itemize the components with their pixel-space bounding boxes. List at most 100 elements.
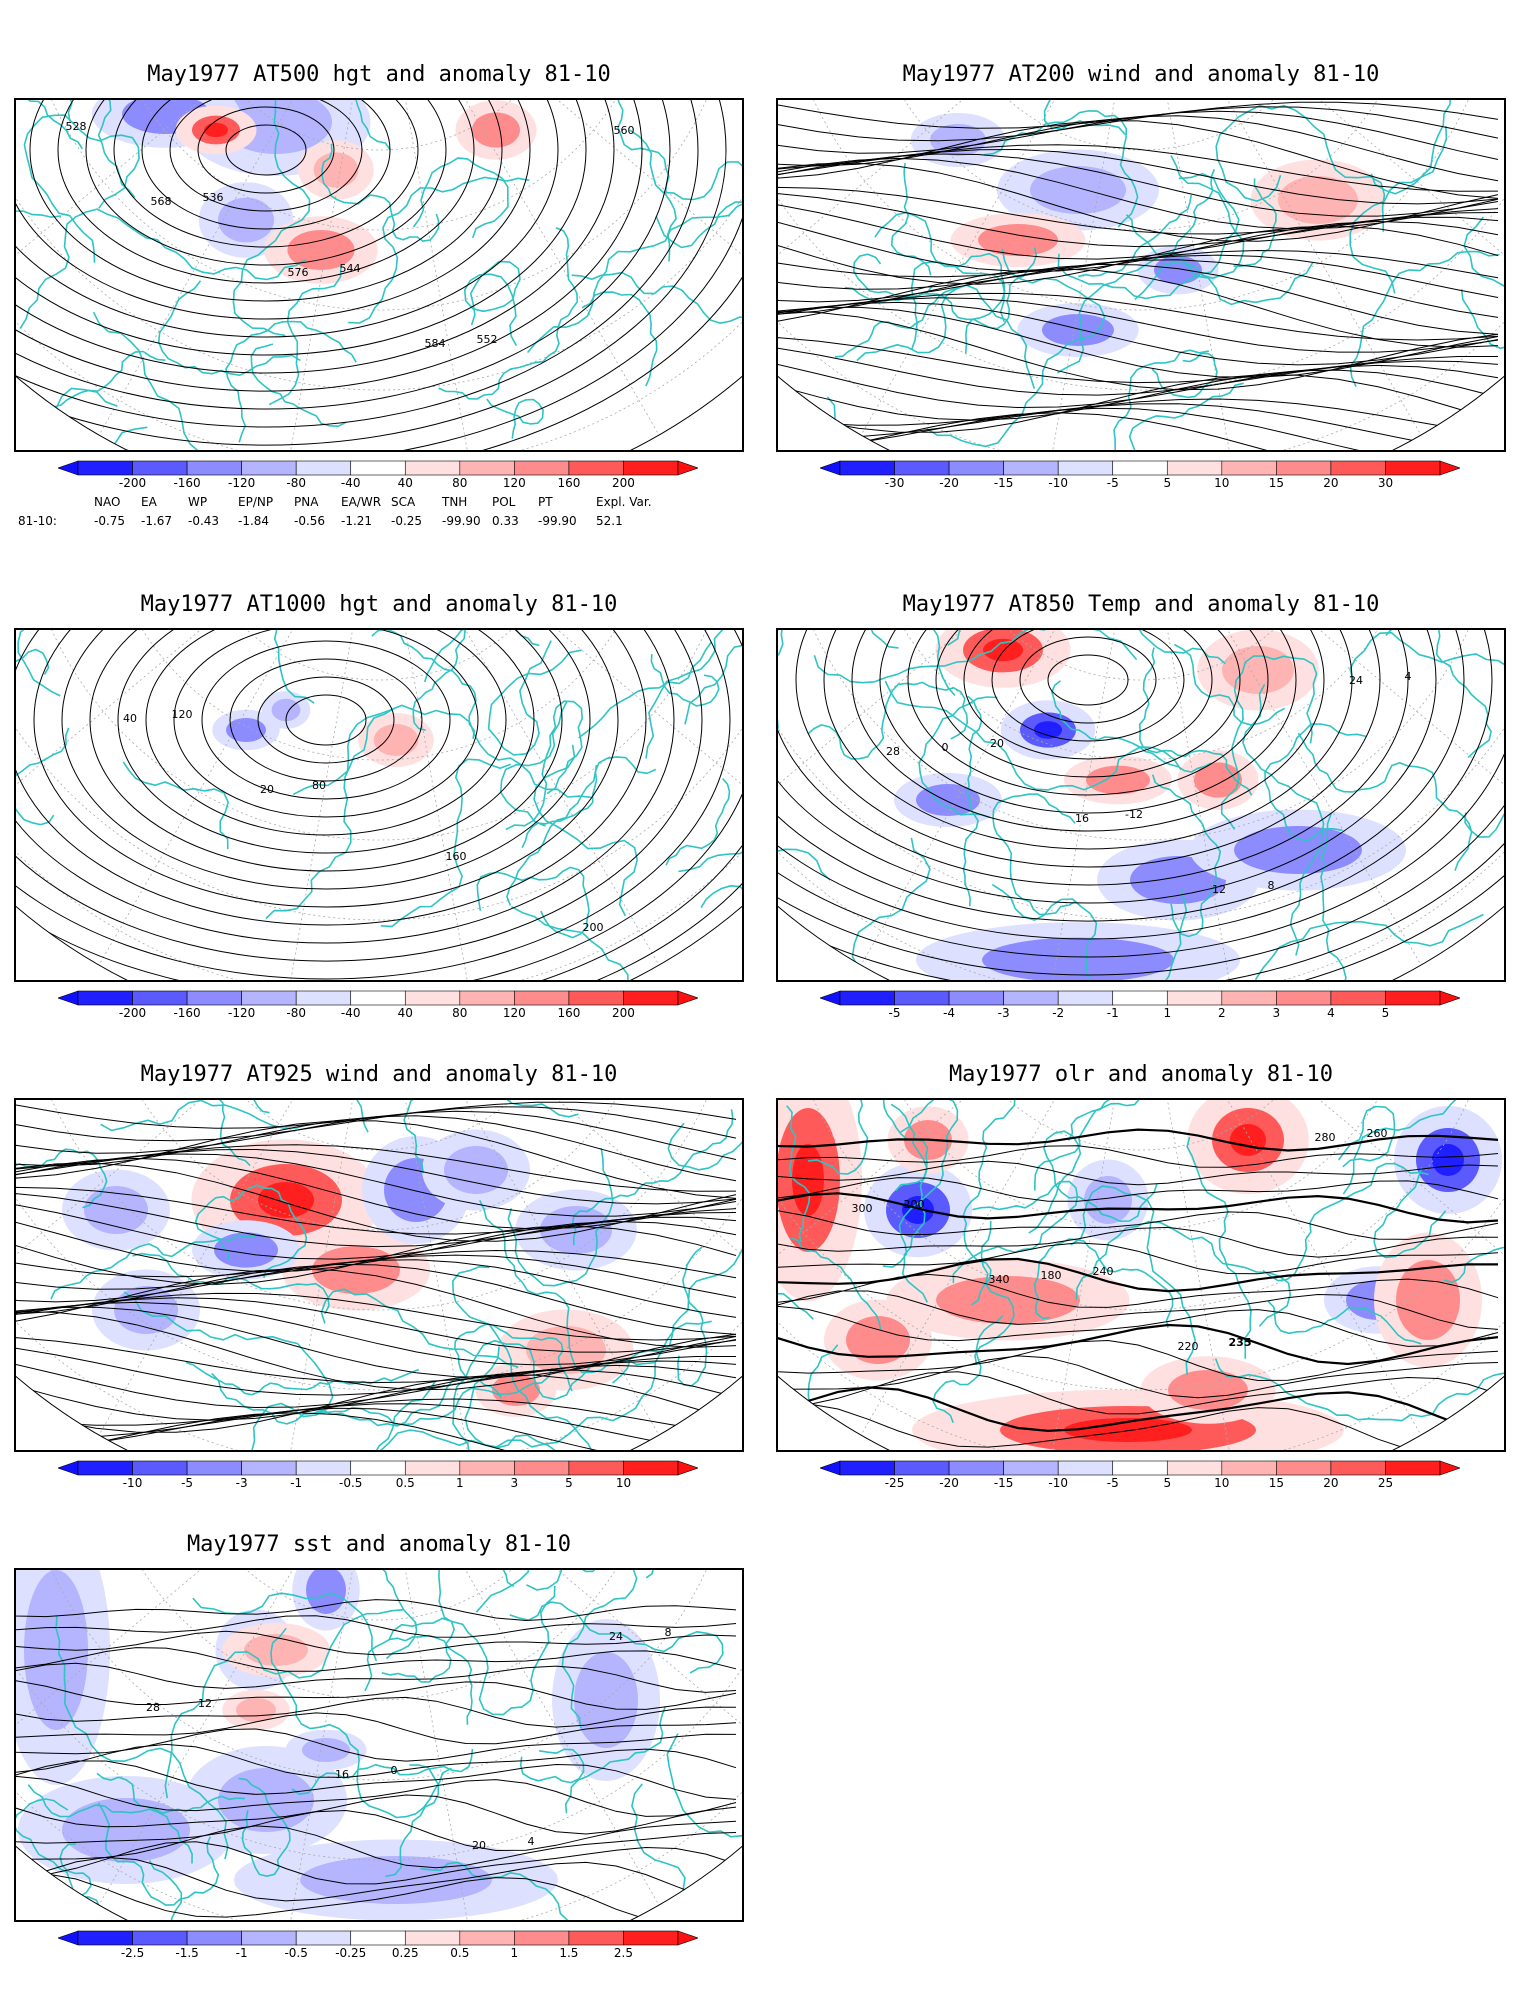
contour-line: [935, 630, 1241, 778]
coastline: [371, 1320, 712, 1450]
colorbar-ramp: [57, 1930, 699, 1946]
colorbar-swatch: [295, 1930, 352, 1946]
anomaly-shading: [1084, 1176, 1132, 1224]
contour-line: [16, 100, 742, 450]
coastline: [1186, 1136, 1252, 1359]
colorbar-tick-label: -2: [1052, 1006, 1065, 1020]
coastline: [1075, 1220, 1291, 1327]
coastline: [581, 291, 658, 387]
coastline: [890, 1103, 929, 1303]
coastline: [1220, 655, 1318, 830]
streamline: [778, 259, 1499, 318]
colorbar-tick-label: -15: [993, 476, 1014, 490]
coastline: [123, 1291, 334, 1450]
coastline: [813, 630, 1138, 684]
contour-line: [33, 630, 619, 908]
streamline: [778, 369, 1499, 421]
streamline: [778, 268, 1499, 348]
contour-label: 544: [340, 262, 361, 275]
coastline: [250, 343, 347, 427]
contour-label: 8: [665, 1626, 672, 1639]
contour-label: 200: [904, 1198, 925, 1211]
colorbar-swatch: [568, 1460, 624, 1476]
colorbar-tick-label: 120: [502, 476, 526, 490]
contour-line: [778, 1386, 1499, 1437]
colorbar-tick-label: -5: [1106, 476, 1119, 490]
contour-line: [778, 630, 1504, 980]
streamline: [16, 1311, 737, 1391]
panel-title: May1977 AT1000 hgt and anomaly 81-10: [140, 592, 618, 617]
panel-title: May1977 AT850 Temp and anomaly 81-10: [902, 592, 1380, 617]
colorbar-swatch: [1003, 990, 1059, 1006]
colorbar-swatch: [295, 460, 352, 476]
anomaly-shading: [62, 1798, 190, 1862]
coastline: [834, 285, 961, 358]
streamline: [778, 162, 1499, 242]
meridian-line: [378, 100, 742, 311]
contour-line: [145, 630, 507, 836]
coastline: [1464, 683, 1504, 838]
coastline: [962, 1100, 1016, 1306]
contour-label: 576: [288, 266, 309, 279]
anomaly-shading: [1234, 826, 1362, 874]
anomaly-shading: [302, 1738, 350, 1762]
contour-label: 240: [1093, 1265, 1114, 1278]
latitude-circle: [18, 1100, 740, 1311]
colorbar-tick-label: 1.5: [559, 1946, 579, 1960]
contour-line: [16, 100, 671, 410]
contour-line: [85, 100, 447, 266]
coastline: [578, 641, 713, 739]
contour-line: [778, 1160, 1499, 1186]
meridian-line: [860, 630, 1142, 966]
coastline: [290, 100, 391, 151]
contour-line: [851, 630, 1325, 832]
streamline: [16, 1259, 737, 1318]
streamline: [778, 225, 1499, 285]
contour-label: 20: [990, 737, 1004, 750]
coastline: [185, 1361, 420, 1396]
colorbar-swatch: [568, 990, 624, 1006]
colorbar-tick-label: 1: [1163, 1006, 1172, 1020]
contour-line: [16, 100, 531, 320]
map-content: 20 -12 8 4 0 16 12 24 28: [778, 630, 1504, 980]
colorbar-tick-label: 80: [452, 476, 468, 490]
coastline: [1460, 280, 1504, 353]
streamline: [778, 374, 1499, 433]
map-plot: 240 235 260 200 180 220 280 300 340: [778, 1100, 1504, 1450]
meridian-line: [1140, 100, 1239, 450]
colorbar-tick-label: 15: [1268, 1476, 1284, 1490]
colorbar-tick-label: 160: [557, 1006, 581, 1020]
colorbar-swatch: [241, 1460, 297, 1476]
coastline: [1043, 100, 1126, 136]
contour-line: [141, 100, 391, 230]
index-header: Expl. Var.: [596, 495, 652, 509]
contour-label: 536: [203, 191, 224, 204]
coastline: [1214, 1358, 1504, 1422]
meridian-line: [378, 630, 742, 841]
index-header: EA/WR: [341, 495, 382, 509]
colorbar-swatch: [1003, 1460, 1059, 1476]
contour-line: [778, 630, 1409, 886]
coastline: [157, 280, 301, 376]
colorbar-swatch: [514, 1460, 570, 1476]
colorbar-min-arrow: [57, 1930, 79, 1946]
colorbar-swatch: [241, 990, 297, 1006]
coastline: [292, 704, 593, 799]
coastline: [564, 1706, 667, 1814]
panel-title: May1977 sst and anomaly 81-10: [186, 1532, 572, 1557]
colorbar-tick-label: -40: [340, 1006, 361, 1020]
colorbar-swatch: [350, 1460, 406, 1476]
colorbar-swatch: [132, 1930, 188, 1946]
coastline: [890, 163, 932, 276]
coastline: [1342, 1100, 1504, 1195]
contour-line: [778, 1145, 1499, 1168]
contour-line: [16, 1856, 737, 1906]
colorbar-swatch: [514, 1930, 570, 1946]
colorbar-min-arrow: [57, 990, 79, 1006]
coastline: [1233, 178, 1277, 267]
coastline: [501, 1570, 655, 1588]
index-value: -0.75: [94, 514, 126, 528]
meridian-line: [1140, 630, 1422, 966]
streamline: [778, 204, 1499, 260]
coastline: [132, 1252, 330, 1315]
